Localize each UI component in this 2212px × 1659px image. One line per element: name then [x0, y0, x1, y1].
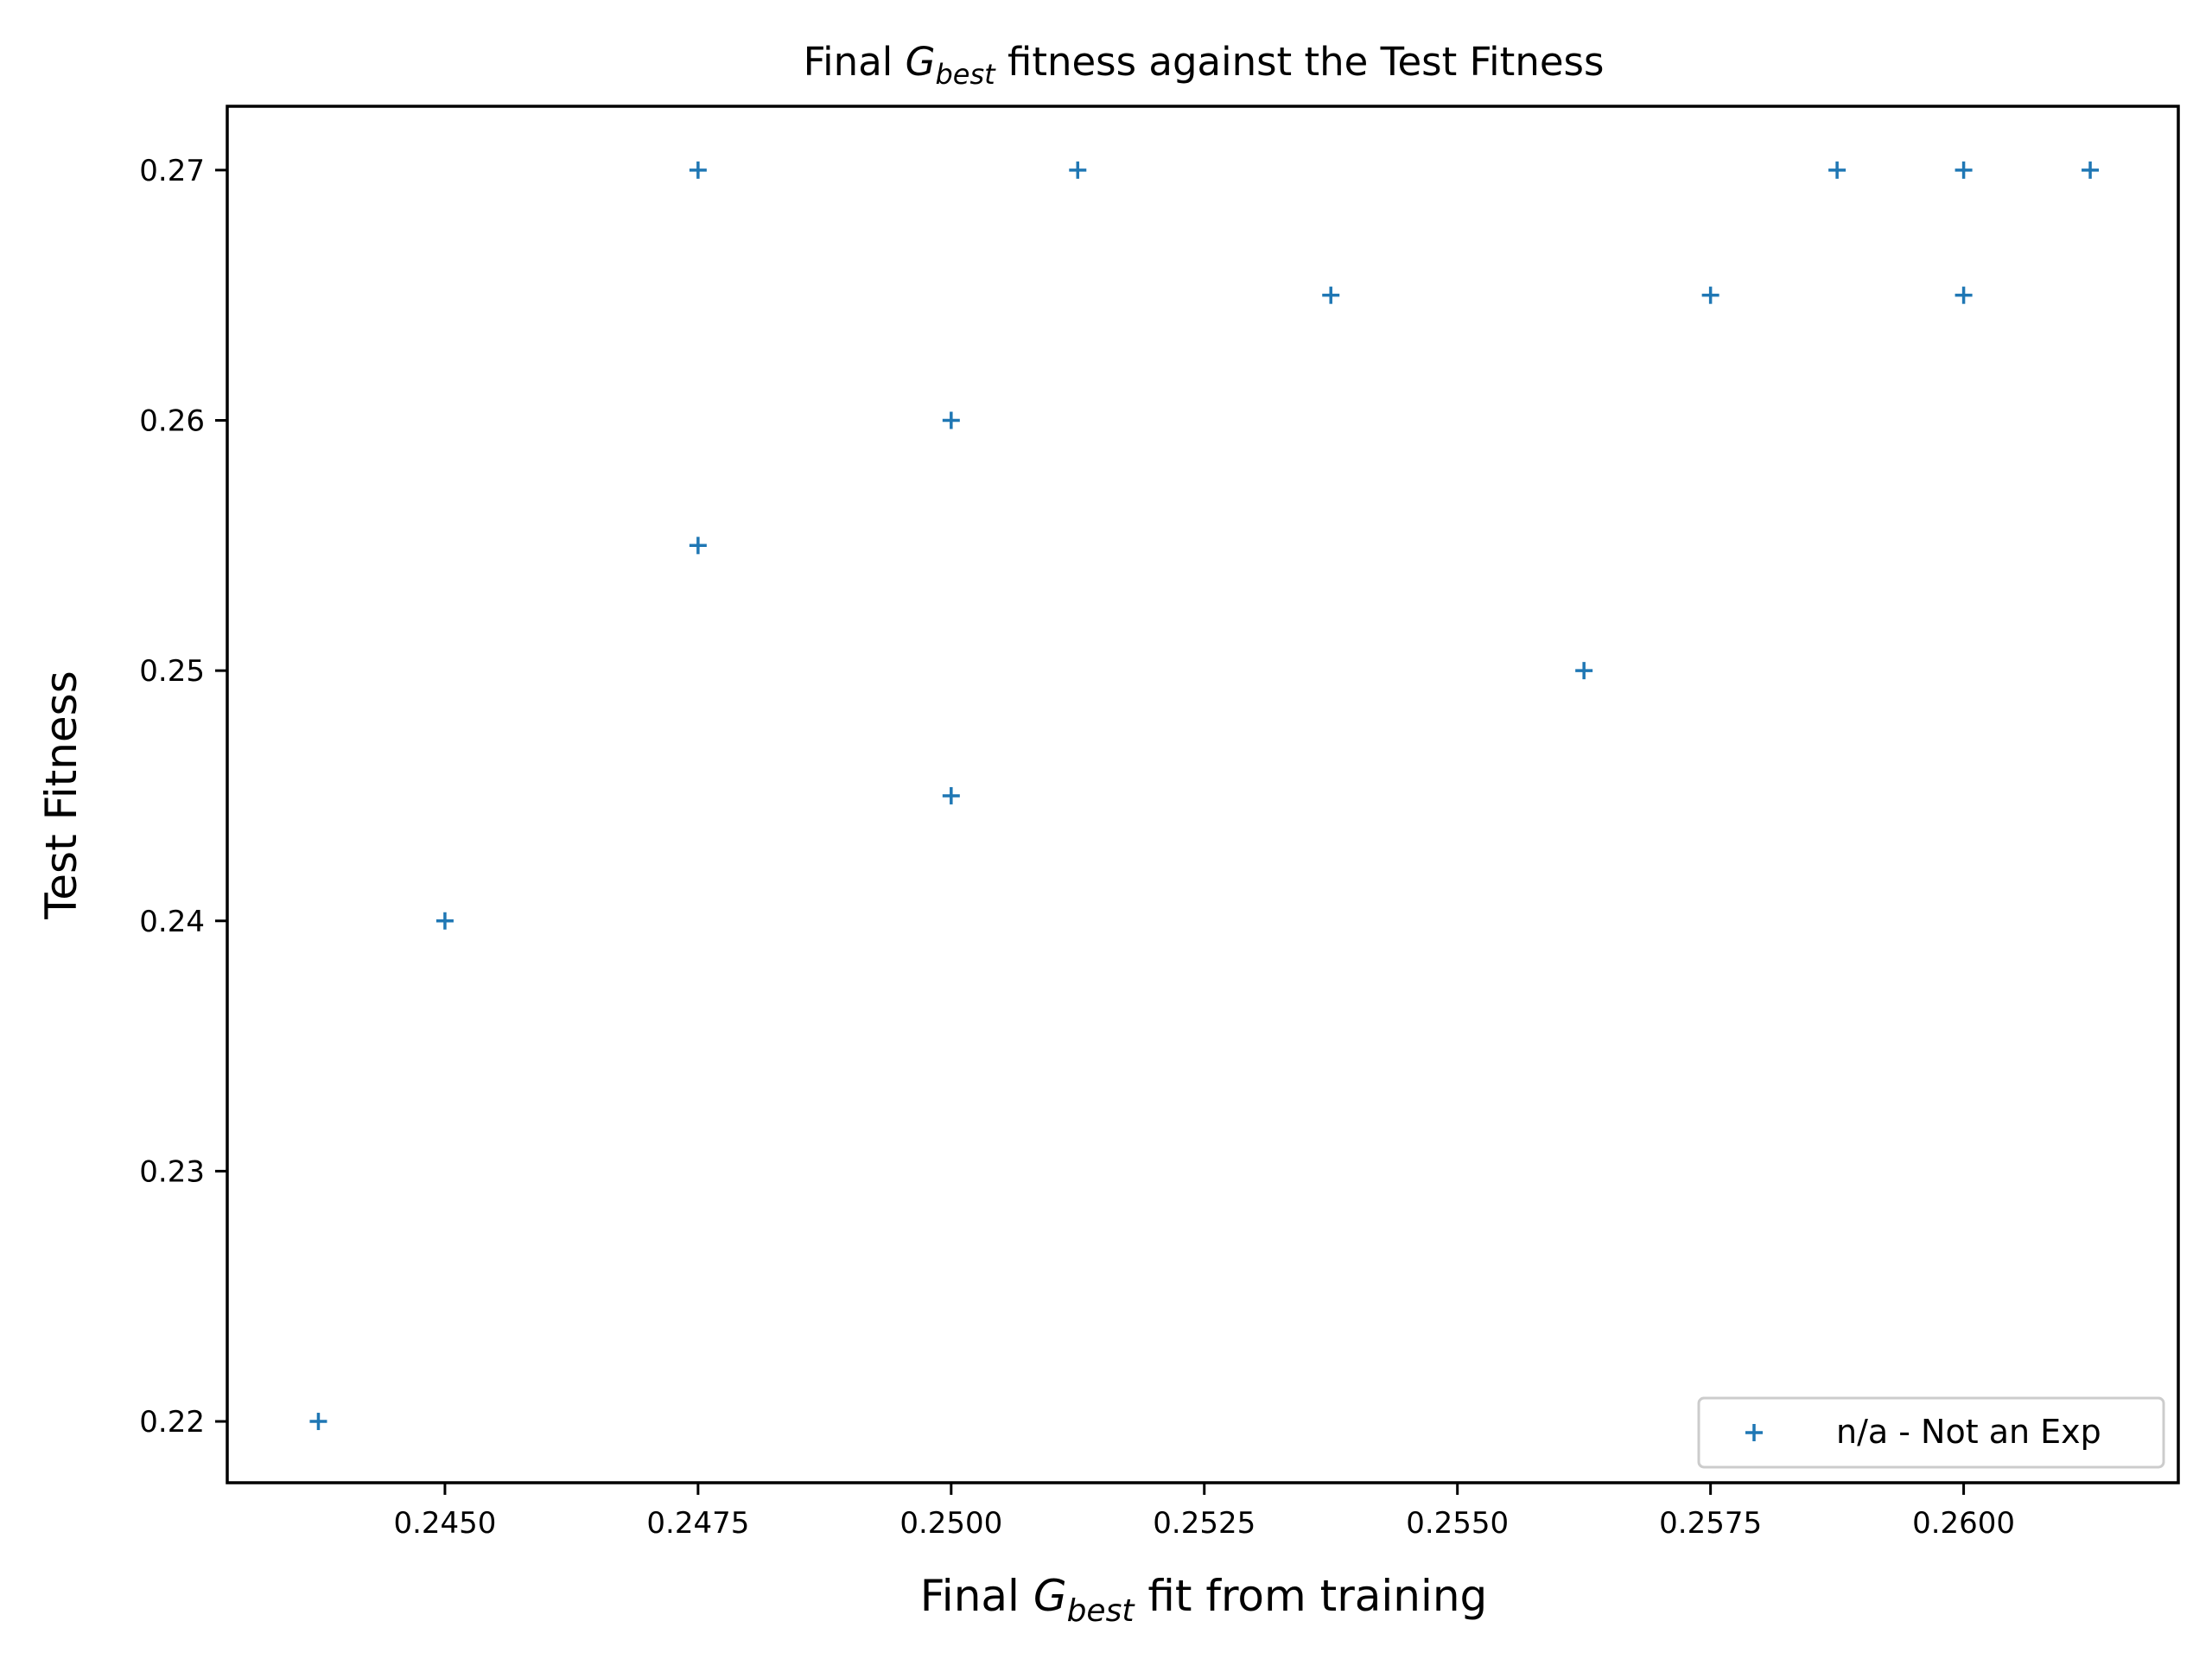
- data-point: [309, 1413, 327, 1431]
- data-point: [1955, 286, 1973, 304]
- chart-title: Final Gbest fitness against the Test Fit…: [804, 39, 1605, 91]
- data-point: [1069, 161, 1087, 179]
- data-point: [942, 411, 960, 429]
- x-tick-label: 0.2500: [899, 1506, 1002, 1541]
- data-point: [1701, 286, 1719, 304]
- x-axis-title-suffix: fit from training: [1134, 1571, 1487, 1621]
- chart-title-symbol: G: [906, 39, 936, 85]
- y-tick-label: 0.24: [139, 905, 205, 939]
- legend-label: n/a - Not an Exp: [1836, 1413, 2101, 1451]
- y-axis-ticks: 0.22 0.23 0.24 0.25 0.26 0.27: [139, 154, 227, 1440]
- x-tick-label: 0.2600: [1912, 1506, 2015, 1541]
- chart-title-subscript: best: [935, 58, 996, 91]
- x-axis-title-subscript: best: [1067, 1593, 1136, 1629]
- chart-title-suffix: fitness against the Test Fitness: [995, 39, 1605, 85]
- data-point: [1575, 662, 1593, 680]
- x-axis-title-symbol: G: [1033, 1571, 1067, 1621]
- y-tick-label: 0.22: [139, 1405, 205, 1440]
- plot-frame: [226, 105, 2180, 1484]
- legend: n/a - Not an Exp: [1697, 1396, 2165, 1469]
- y-axis-title: Test Fitness: [36, 671, 86, 920]
- x-axis-title: Final Gbest fit from training: [920, 1571, 1488, 1629]
- legend-plus-marker: [1745, 1424, 1763, 1441]
- data-point: [1955, 161, 1973, 179]
- x-tick-label: 0.2525: [1153, 1506, 1255, 1541]
- x-axis-title-prefix: Final: [920, 1571, 1033, 1621]
- data-point: [2082, 161, 2100, 179]
- chart-title-prefix: Final: [804, 39, 906, 85]
- data-point: [435, 912, 454, 930]
- y-tick-label: 0.26: [139, 404, 205, 438]
- data-point: [689, 537, 707, 555]
- legend-box: [1697, 1396, 2165, 1469]
- plot-area: [227, 106, 2178, 1483]
- y-tick-label: 0.23: [139, 1154, 205, 1189]
- data-point: [1322, 286, 1340, 304]
- data-point: [689, 161, 707, 179]
- data-point: [942, 786, 960, 804]
- data-markers: [309, 161, 2100, 1431]
- y-tick-label: 0.25: [139, 654, 205, 689]
- y-tick-label: 0.27: [139, 154, 205, 188]
- x-tick-label: 0.2550: [1406, 1506, 1509, 1541]
- data-point: [1828, 161, 1847, 179]
- x-axis-ticks: 0.2450 0.2475 0.2500 0.2525 0.2550 0.2575 0.26…: [393, 1483, 2015, 1541]
- x-tick-label: 0.2475: [646, 1506, 749, 1541]
- legend-marker-plus: [1745, 1424, 1763, 1441]
- x-tick-label: 0.2575: [1659, 1506, 1762, 1541]
- x-tick-label: 0.2450: [393, 1506, 496, 1541]
